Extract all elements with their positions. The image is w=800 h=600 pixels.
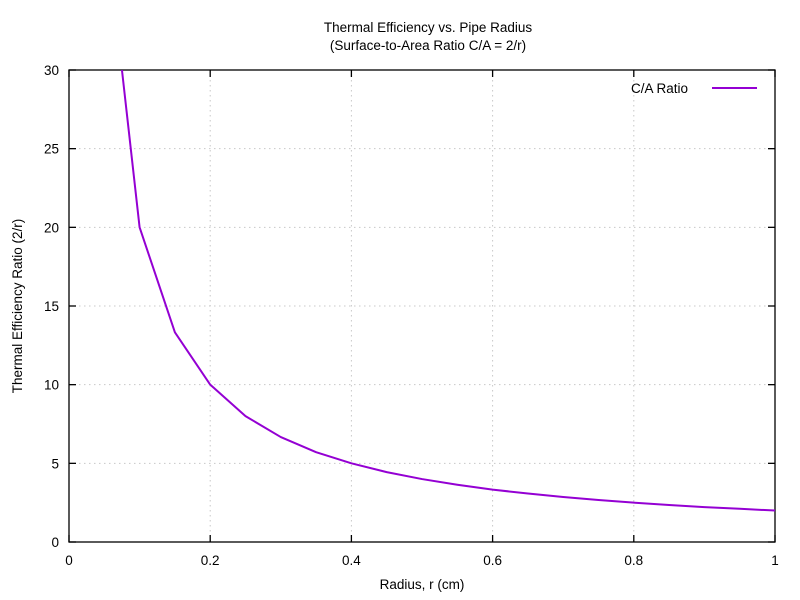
y-tick-label: 15 [44,299,59,314]
plot-border [68,69,776,543]
chart-title: Thermal Efficiency vs. Pipe Radius [324,20,533,35]
x-tick-label: 0 [65,553,73,568]
y-tick-label: 30 [44,63,59,78]
y-tick-label: 25 [44,142,59,157]
x-tick-label: 0.6 [483,553,502,568]
y-tick-label: 10 [44,378,59,393]
x-axis-label: Radius, r (cm) [380,577,465,592]
y-tick-label: 5 [51,456,59,471]
y-tick-label: 0 [51,535,59,550]
y-tick-label: 20 [44,220,59,235]
x-tick-label: 0.8 [624,553,643,568]
x-tick-label: 1 [771,553,779,568]
x-tick-label: 0.2 [201,553,220,568]
gridlines [69,70,775,542]
legend: C/A Ratio [631,81,757,96]
series-line-ca-ratio [120,70,775,512]
y-axis-label: Thermal Efficiency Ratio (2/r) [10,219,25,394]
legend-label: C/A Ratio [631,81,688,96]
x-tick-label: 0.4 [342,553,361,568]
chart-subtitle: (Surface-to-Area Ratio C/A = 2/r) [330,38,526,53]
